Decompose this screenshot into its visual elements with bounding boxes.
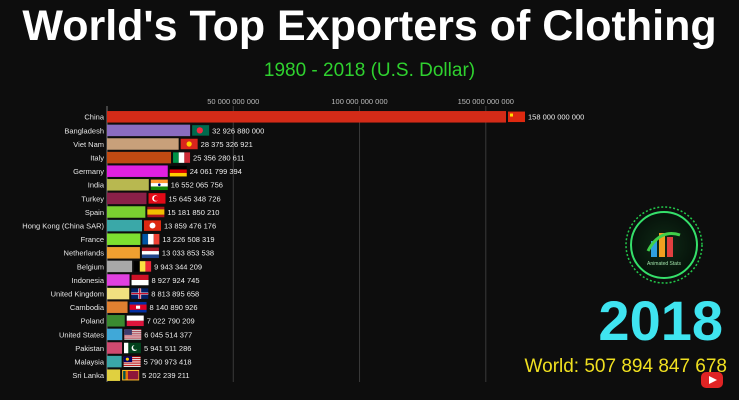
- bar: [107, 151, 172, 164]
- bar-category-label: Poland: [81, 317, 104, 326]
- bar: [107, 355, 122, 368]
- bar-value-label: 5 202 239 211: [142, 371, 189, 380]
- page-subtitle: 1980 - 2018 (U.S. Dollar): [263, 60, 476, 81]
- bar-value-label: 13 859 476 176: [164, 221, 216, 230]
- flag-italy-icon: [173, 152, 191, 163]
- flag-turkey-icon: [148, 193, 166, 204]
- bar-value-label: 5 941 511 286: [144, 344, 191, 353]
- bar-category-label: Sri Lanka: [72, 371, 105, 380]
- flag-germany-icon: [169, 165, 187, 177]
- bar-category-label: Germany: [73, 167, 104, 176]
- flag-cambodia-icon: [129, 301, 147, 313]
- flag-indonesia-icon: [131, 274, 149, 286]
- bar-value-label: 32 926 880 000: [212, 126, 264, 135]
- channel-logo: Animated Stats: [624, 205, 704, 285]
- bar-value-label: 24 061 799 394: [190, 167, 242, 176]
- logo-text: Animated Stats: [647, 261, 681, 267]
- flag-china-icon: [508, 111, 525, 123]
- bar-category-label: China: [84, 113, 104, 122]
- bar-category-label: Turkey: [81, 194, 104, 203]
- bar-category-label: United States: [59, 330, 104, 339]
- bar-value-label: 8 813 895 658: [151, 289, 199, 298]
- current-year: 2018: [598, 289, 723, 352]
- world-total: World: 507 894 847 678: [524, 356, 727, 377]
- flag-united-states-icon: [124, 329, 142, 340]
- flag-india-icon: [150, 179, 168, 191]
- bar: [107, 206, 146, 218]
- page-title: World's Top Exporters of Clothing: [22, 2, 717, 50]
- bar: [107, 274, 130, 286]
- bar-value-label: 7 022 790 209: [147, 317, 195, 326]
- bar-value-label: 15 645 348 726: [169, 194, 221, 203]
- bar-category-label: United Kingdom: [51, 289, 104, 298]
- bar-value-label: 13 033 853 538: [162, 249, 214, 258]
- flag-spain-icon: [147, 206, 165, 218]
- bar-value-label: 8 140 890 926: [150, 303, 198, 312]
- bar: [107, 219, 142, 232]
- flag-united-kingdom-icon: [131, 288, 149, 299]
- bar-category-label: Spain: [85, 208, 104, 217]
- bar: [107, 138, 179, 150]
- bar: [107, 342, 123, 354]
- x-tick-label: 50 000 000 000: [207, 97, 259, 106]
- bar: [107, 179, 149, 191]
- bar-category-label: Viet Nam: [73, 140, 104, 149]
- bar-value-label: 16 552 065 756: [171, 181, 223, 190]
- bar-value-label: 8 927 924 745: [152, 276, 200, 285]
- x-tick-label: 100 000 000 000: [331, 97, 387, 106]
- flag-pakistan-icon: [124, 342, 142, 354]
- bar-value-label: 9 943 344 209: [154, 262, 202, 271]
- bar-category-label: Cambodia: [70, 303, 105, 312]
- flag-netherlands-icon: [141, 247, 159, 259]
- bar: [107, 260, 133, 273]
- youtube-icon[interactable]: [701, 372, 723, 388]
- bar-value-label: 15 181 850 210: [167, 208, 219, 217]
- bar-category-label: Netherlands: [64, 249, 105, 258]
- flag-sri-lanka-icon: [122, 369, 140, 381]
- bar: [107, 165, 168, 177]
- bar-category-label: Hong Kong (China SAR): [22, 221, 104, 230]
- bar-value-label: 158 000 000 000: [528, 113, 584, 122]
- x-tick-label: 150 000 000 000: [458, 97, 514, 106]
- bar-value-label: 5 790 973 418: [144, 357, 192, 366]
- flag-viet-nam-icon: [180, 138, 198, 150]
- bar: [107, 315, 125, 327]
- flag-bangladesh-icon: [192, 125, 210, 136]
- bar: [107, 247, 140, 259]
- bar-value-label: 6 045 514 377: [144, 330, 192, 339]
- flag-france-icon: [142, 233, 160, 245]
- bar: [107, 287, 130, 300]
- bar: [107, 111, 506, 123]
- flag-hong-kong-icon: [143, 220, 161, 231]
- bar-value-label: 28 375 326 921: [201, 140, 253, 149]
- bar: [107, 233, 141, 245]
- bar: [107, 192, 147, 205]
- bar-category-label: India: [88, 181, 105, 190]
- bar-category-label: France: [81, 235, 104, 244]
- bar-category-label: Indonesia: [71, 276, 104, 285]
- bar: [107, 124, 191, 137]
- bar-category-label: Malaysia: [74, 357, 104, 366]
- bar-category-label: Italy: [90, 153, 104, 162]
- bar: [107, 369, 121, 381]
- bar-chart-logo-icon: Animated Stats: [625, 206, 703, 284]
- bar-category-label: Pakistan: [75, 344, 104, 353]
- flag-poland-icon: [126, 315, 144, 327]
- flag-malaysia-icon: [123, 356, 141, 367]
- bar-value-label: 25 356 280 611: [193, 153, 245, 162]
- flag-belgium-icon: [134, 261, 152, 272]
- bar-value-label: 13 226 508 319: [162, 235, 214, 244]
- bar-category-label: Belgium: [77, 262, 104, 271]
- bar-category-label: Bangladesh: [64, 126, 104, 135]
- bar: [107, 301, 128, 313]
- bar: [107, 328, 123, 341]
